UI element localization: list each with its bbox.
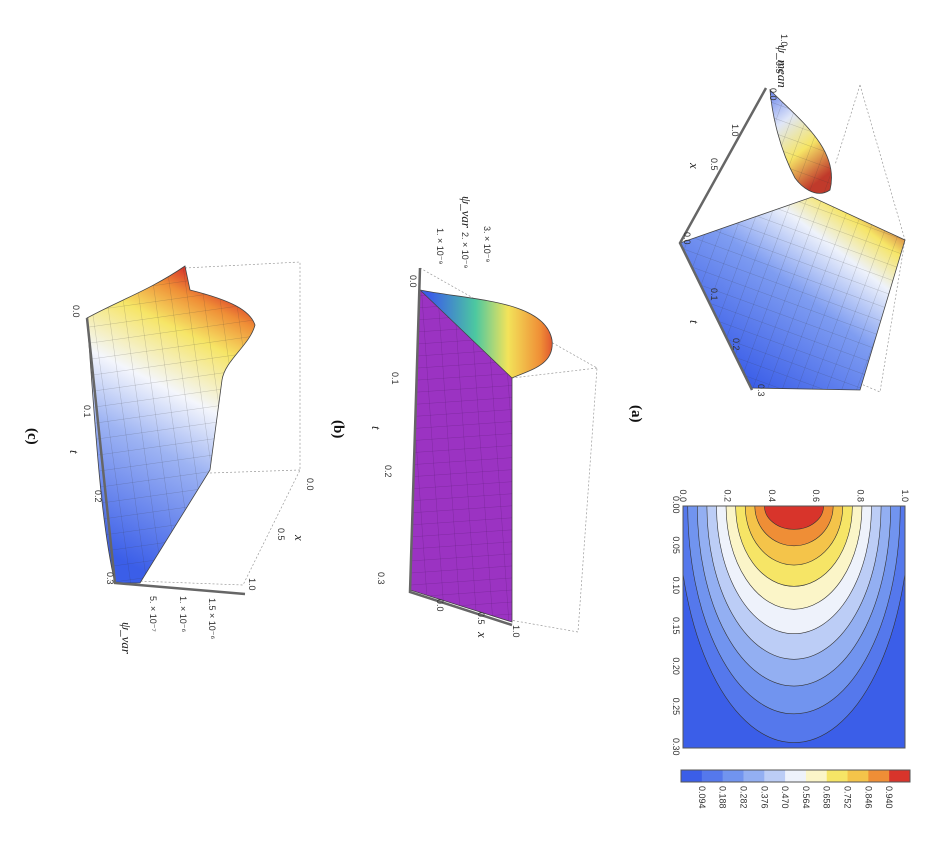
colorbar-swatch	[868, 770, 890, 782]
panel-c-xtick: 1.0	[247, 578, 257, 591]
colorbar-label: 0.846	[863, 786, 873, 809]
panel-a-ztick: 1.0	[779, 34, 789, 47]
panel-c-ztick: 5. × 10⁻⁷	[148, 596, 158, 632]
panel-b-ttick: 0.2	[383, 465, 393, 478]
colorbar-label: 0.564	[801, 786, 811, 809]
panel-c-ztick: 1. × 10⁻⁶	[178, 596, 188, 633]
panel-a-label: (a)	[628, 405, 644, 423]
contour-ttick: 0.30	[671, 738, 681, 756]
panel-c-ztick: 1.5 × 10⁻⁶	[207, 598, 217, 640]
panel-a-zlabel: ψ_mean	[775, 45, 790, 88]
contour-xtick: 0.0	[678, 489, 688, 502]
panel-b-ttick: 0.3	[376, 572, 386, 585]
contour-frame	[682, 505, 906, 749]
panel-b-surface	[408, 267, 598, 633]
panel-a-xtick: 0.5	[709, 158, 719, 171]
colorbar-swatch	[889, 770, 911, 782]
colorbar-swatch	[701, 770, 724, 782]
panel-a-surface-lower-mesh	[680, 197, 905, 390]
panel-c-zlabel: ψ_var	[119, 622, 134, 655]
colorbar-swatch	[826, 770, 849, 782]
contour-ttick: 0.20	[671, 657, 681, 675]
panel-a-ttick: 0.1	[709, 288, 719, 301]
colorbar-swatch	[681, 770, 703, 782]
colorbar-frame	[680, 769, 911, 783]
contour-ticks: 0.0 0.2 0.4 0.6 0.8 1.0 0.00 0.05 0.10 0.15 0.20 0.…	[671, 489, 910, 755]
panel-c-surface	[85, 261, 301, 596]
contour-ttick: 0.15	[671, 617, 681, 635]
panel-b-ttick: 0.0	[408, 275, 418, 288]
contour-ttick: 0.00	[671, 496, 681, 514]
colorbar-swatch	[847, 770, 869, 782]
panel-a-ztick: 0.5	[774, 61, 784, 74]
contour-xtick: 1.0	[900, 489, 910, 502]
colorbar: 0.094 0.188 0.282 0.376 0.470 0.564 0.658 0.752…	[680, 769, 911, 809]
contour-ttick: 0.10	[671, 577, 681, 595]
panel-a-xlabel: x	[687, 162, 702, 169]
panel-b-xtick: 0.0	[435, 599, 445, 612]
colorbar-label: 0.752	[843, 786, 853, 809]
panel-c-xtick: 0.5	[276, 528, 286, 541]
panel-c-xtick: 0.0	[305, 478, 315, 491]
contour-ttick: 0.05	[671, 536, 681, 554]
colorbar-label: 0.282	[738, 786, 748, 809]
panel-b-label: (b)	[330, 420, 346, 438]
panel-a-contour	[682, 505, 906, 749]
contour-xtick: 0.4	[767, 489, 777, 502]
colorbar-label: 0.470	[780, 786, 790, 809]
panel-b-ztick: 3. × 10⁻⁹	[482, 226, 492, 263]
contour-xtick: 0.2	[722, 489, 732, 502]
panel-a-ztick: 0.0	[768, 88, 778, 101]
contour-xtick: 0.6	[811, 489, 821, 502]
panel-b-xtick: 1.0	[511, 625, 521, 638]
panel-c-label: (c)	[24, 428, 40, 445]
panel-a-tlabel: t	[687, 320, 702, 324]
panel-b-tlabel: t	[369, 426, 384, 430]
contour-ttick: 0.25	[671, 698, 681, 716]
colorbar-swatch	[785, 770, 807, 782]
colorbar-label: 0.094	[697, 786, 707, 809]
panel-b-ttick: 0.1	[390, 372, 400, 385]
panel-c-ttick: 0.2	[93, 490, 103, 503]
colorbar-swatch	[805, 770, 828, 782]
panel-a-xtick: 1.0	[730, 124, 740, 137]
colorbar-label: 0.188	[718, 786, 728, 809]
panel-a-xtick: 0.0	[682, 232, 692, 245]
panel-c-ttick: 0.1	[82, 405, 92, 418]
panel-c-ttick: 0.0	[71, 305, 81, 318]
panel-a-ttick: 0.3	[756, 384, 766, 397]
panel-a-ttick: 0.2	[731, 338, 741, 351]
colorbar-swatch	[722, 770, 744, 782]
panel-b-ztick: 1. × 10⁻⁹	[435, 228, 445, 265]
contour-fill	[683, 506, 905, 748]
colorbar-label: 0.658	[822, 786, 832, 809]
panel-c-xlabel: x	[292, 534, 307, 541]
panel-b-xtick: 0.5	[476, 612, 486, 625]
panel-a-surface	[678, 84, 906, 393]
colorbar-swatch	[743, 770, 765, 782]
panel-b-xlabel: x	[475, 631, 490, 638]
panel-b-zlabel: ψ_var	[459, 196, 474, 229]
contour-xtick: 0.8	[856, 489, 866, 502]
panel-c-ttick: 0.3	[105, 572, 115, 585]
panel-b-ztick: 2. × 10⁻⁹	[460, 232, 470, 269]
panel-c-tlabel: t	[67, 450, 82, 454]
colorbar-label: 0.376	[759, 786, 769, 809]
colorbar-label: 0.940	[884, 786, 894, 809]
colorbar-swatch	[764, 770, 786, 782]
